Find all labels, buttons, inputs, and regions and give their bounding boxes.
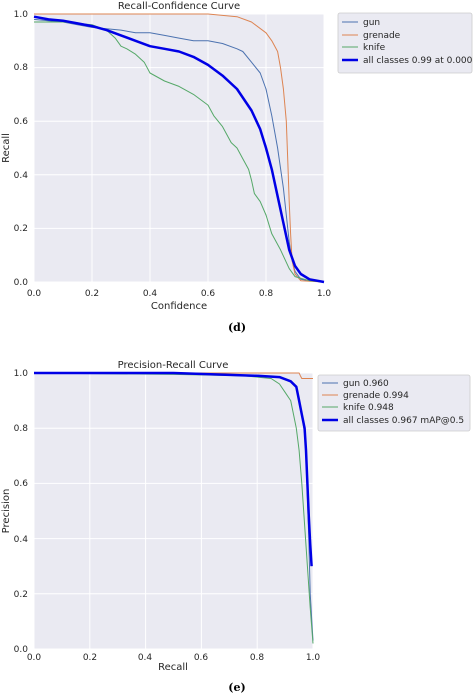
x-tick-label: 0.0 bbox=[27, 289, 42, 299]
legend-label: knife 0.948 bbox=[343, 403, 394, 413]
x-tick-label: 1.0 bbox=[317, 289, 332, 299]
series-line-grenade bbox=[34, 13, 325, 283]
y-tick-label: 0.8 bbox=[14, 424, 29, 434]
y-tick-label: 0.2 bbox=[14, 590, 28, 600]
y-tick-label: 0.0 bbox=[14, 645, 29, 655]
legend-label: grenade bbox=[363, 31, 401, 41]
x-tick-label: 0.4 bbox=[143, 289, 158, 299]
caption-d: (d) bbox=[228, 321, 246, 334]
x-tick-label: 0.4 bbox=[138, 653, 153, 663]
y-tick-label: 0.4 bbox=[14, 535, 29, 545]
x-axis-label-d: Confidence bbox=[151, 301, 207, 312]
x-tick-label: 0.8 bbox=[250, 653, 265, 663]
x-tick-label: 0.6 bbox=[201, 289, 216, 299]
plot-area-d bbox=[34, 14, 324, 282]
legend-box-e bbox=[317, 374, 471, 432]
legend-e: gun 0.960 grenade 0.994 knife 0.948 all … bbox=[317, 374, 471, 432]
legend-d: gun grenade knife all classes 0.99 at 0.… bbox=[337, 12, 473, 74]
legend-label: knife bbox=[363, 43, 386, 53]
x-tick-label: 0.2 bbox=[85, 289, 99, 299]
plot-area-e bbox=[34, 373, 313, 649]
chart-title-d: Recall-Confidence Curve bbox=[118, 1, 240, 12]
caption-e: (e) bbox=[228, 681, 245, 694]
x-tick-label: 0.2 bbox=[83, 653, 97, 663]
y-tick-label: 0.8 bbox=[14, 63, 29, 73]
legend-label: all classes 0.99 at 0.000 bbox=[363, 56, 473, 66]
y-tick-label: 0.6 bbox=[14, 117, 29, 127]
grid-e bbox=[33, 372, 314, 650]
series-line-all bbox=[33, 15, 325, 284]
x-axis-label-e: Recall bbox=[158, 662, 188, 673]
y-tick-label: 0.4 bbox=[14, 171, 29, 181]
y-tick-label: 0.0 bbox=[14, 278, 29, 288]
x-tick-label: 1.0 bbox=[306, 653, 321, 663]
y-tick-label: 1.0 bbox=[14, 10, 29, 20]
y-tick-label: 1.0 bbox=[14, 369, 29, 379]
series-line-knife bbox=[34, 21, 325, 283]
series-lines-e bbox=[33, 371, 314, 644]
legend-label: gun 0.960 bbox=[343, 379, 389, 389]
y-axis-label-e: Precision bbox=[1, 489, 12, 534]
legend-label: gun bbox=[363, 18, 380, 28]
y-tick-labels-d: 0.0 0.2 0.4 0.6 0.8 1.0 bbox=[14, 10, 29, 288]
legend-label: all classes 0.967 mAP@0.5 bbox=[343, 416, 464, 426]
y-tick-labels-e: 0.0 0.2 0.4 0.6 0.8 1.0 bbox=[14, 369, 29, 655]
legend-box-d bbox=[337, 12, 473, 74]
x-tick-labels-e: 0.0 0.2 0.4 0.6 0.8 1.0 bbox=[27, 653, 321, 663]
legend-label: grenade 0.994 bbox=[343, 391, 409, 401]
series-lines-d bbox=[33, 13, 325, 284]
series-line-all bbox=[34, 371, 313, 567]
chart-title-e: Precision-Recall Curve bbox=[118, 360, 229, 371]
y-tick-label: 0.6 bbox=[14, 479, 29, 489]
x-tick-label: 0.8 bbox=[259, 289, 274, 299]
y-tick-label: 0.2 bbox=[14, 224, 28, 234]
x-tick-label: 0.0 bbox=[27, 653, 42, 663]
y-axis-label-d: Recall bbox=[1, 133, 12, 163]
x-tick-labels-d: 0.0 0.2 0.4 0.6 0.8 1.0 bbox=[27, 289, 332, 299]
x-tick-label: 0.6 bbox=[194, 653, 209, 663]
